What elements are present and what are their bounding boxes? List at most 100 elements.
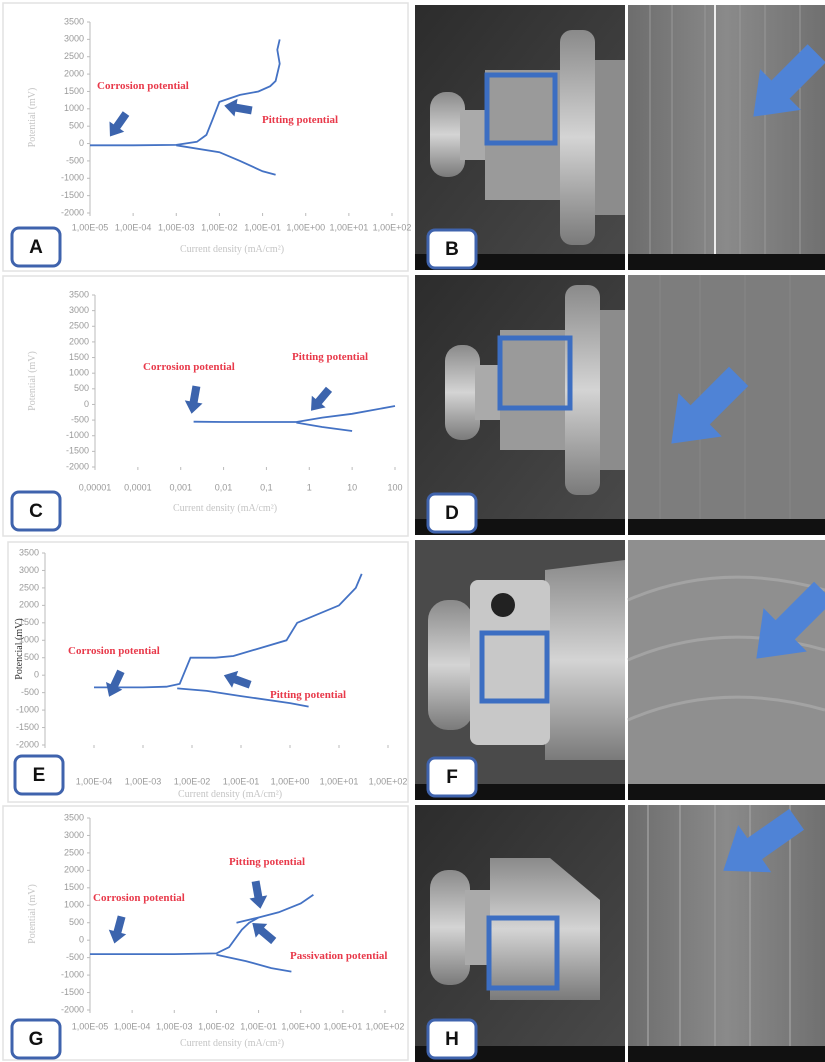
x-tick-label: 1,00E-03 [125,776,162,786]
y-tick-label: 500 [69,917,84,927]
x-tick-label: 0,001 [169,482,192,492]
y-tick-label: -500 [66,155,84,165]
x-tick-label: 1,00E+00 [286,222,325,232]
curve [216,955,291,972]
y-tick-label: 1500 [64,882,84,892]
x-tick-label: 1 [307,482,312,492]
x-tick-label: 1,00E-04 [115,222,152,232]
y-tick-label: 3000 [69,305,89,315]
annotation: Pitting potential [262,114,338,126]
arrow [304,383,336,416]
x-tick-label: 1,00E+00 [271,776,310,786]
curve [94,574,362,688]
y-axis-title: Potential (mV) [27,884,38,944]
y-tick-label: 2500 [64,847,84,857]
x-tick-label: 1,00E+01 [329,222,368,232]
y-tick-label: 1000 [64,900,84,910]
x-tick-label: 1,00E-05 [72,1021,109,1031]
annotation: Corrosion potential [97,80,189,92]
panel-label: G [29,1029,44,1050]
charts: -2000-1500-1000-500050010001500200025003… [14,16,411,1049]
y-tick-label: 2000 [64,68,84,78]
x-tick-label: 1,00E+00 [281,1021,320,1031]
curve [237,895,314,923]
y-tick-label: 3000 [19,565,39,575]
x-tick-label: 1,00E-03 [158,222,195,232]
y-tick-label: -1500 [16,722,39,732]
y-tick-label: -2000 [61,1004,84,1014]
x-tick-label: 1,00E+01 [323,1021,362,1031]
y-axis-title: Potencial (mV) [14,618,25,679]
y-tick-label: -500 [66,952,84,962]
x-tick-label: 10 [347,482,357,492]
x-tick-label: 1,00E-01 [223,776,260,786]
x-axis-title: Current density (mA/cm²) [180,244,284,255]
x-tick-label: 100 [387,482,402,492]
sem-image [415,5,825,270]
y-tick-label: -1500 [61,190,84,200]
x-tick-label: 0,00001 [79,482,112,492]
y-tick-label: 3500 [19,547,39,557]
y-tick-label: 1000 [64,103,84,113]
y-tick-label: 1000 [69,368,89,378]
x-tick-label: 1,00E-02 [174,776,211,786]
curve [176,145,275,175]
x-tick-label: 1,00E-01 [244,222,281,232]
y-tick-label: 2500 [64,51,84,61]
y-tick-label: -1500 [66,446,89,456]
arrow [103,108,134,141]
curve [296,423,352,431]
x-tick-label: 1,00E-01 [240,1021,277,1031]
panel-label: F [446,767,458,788]
y-tick-label: -500 [21,687,39,697]
x-tick-label: 1,00E+02 [369,776,408,786]
x-tick-label: 1,00E+01 [320,776,359,786]
y-tick-label: 3000 [64,830,84,840]
y-tick-label: 2000 [69,336,89,346]
y-tick-label: 0 [34,670,39,680]
annotation: Pitting potential [229,856,305,868]
sem-image [415,796,825,1062]
y-tick-label: -1000 [66,430,89,440]
sem-image [415,275,825,535]
x-axis-title: Current density (mA/cm²) [180,1038,284,1049]
y-tick-label: 0 [79,138,84,148]
y-tick-label: -1500 [61,987,84,997]
y-tick-label: -500 [71,414,89,424]
y-tick-label: 3000 [64,34,84,44]
annotation: Pitting potential [292,351,368,363]
annotation: Corrosion potential [68,645,160,657]
y-tick-label: 500 [24,652,39,662]
y-tick-label: -1000 [61,969,84,979]
panel-frame [8,542,408,802]
panel-label: H [445,1029,459,1050]
y-tick-label: -1000 [16,704,39,714]
y-tick-label: 3500 [69,289,89,299]
y-tick-label: -2000 [16,739,39,749]
panel-label: B [445,239,459,260]
y-axis-title: Potential (mV) [27,351,38,411]
curve [194,406,395,422]
arrow [247,880,270,911]
panel-label: A [29,237,43,258]
arrow [221,667,253,693]
panel-label: C [29,501,43,522]
y-tick-label: 0 [84,399,89,409]
panel-frame [3,276,408,536]
arrow [106,914,131,946]
x-tick-label: 0,1 [260,482,273,492]
y-tick-label: 2000 [64,865,84,875]
x-tick-label: 1,00E-05 [72,222,109,232]
x-tick-label: 0,0001 [124,482,152,492]
panel-label: D [445,503,459,524]
x-tick-label: 0,01 [215,482,233,492]
y-tick-label: 1500 [64,86,84,96]
x-tick-label: 1,00E-04 [76,776,113,786]
x-tick-label: 1,00E-02 [198,1021,235,1031]
y-tick-label: 1500 [69,352,89,362]
figure: -2000-1500-1000-500050010001500200025003… [0,0,825,1062]
annotation: Passivation potential [290,950,387,962]
y-tick-label: 500 [69,121,84,131]
y-tick-label: -1000 [61,173,84,183]
arrow [183,385,206,416]
